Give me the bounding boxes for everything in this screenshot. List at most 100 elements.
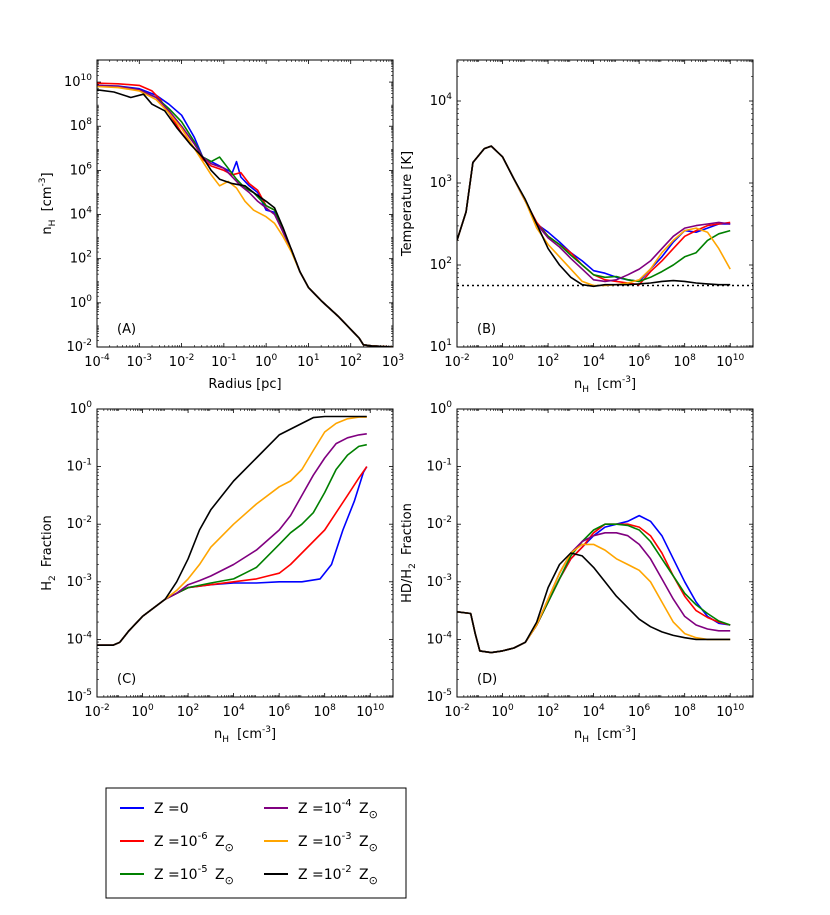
panel-label: (C)	[117, 672, 136, 687]
series-line	[97, 82, 393, 347]
y-tick-label: 10-3	[426, 573, 452, 590]
panel-c: 10-2 100 102 104 106 108 1010 10-5 10-4 10-3 10-2 1…	[40, 400, 394, 745]
x-axis-label: nH [cm-3]	[574, 725, 636, 745]
series-line	[457, 145, 731, 286]
y-tick-label: 100	[70, 294, 93, 311]
y-tick-label: 106	[70, 161, 93, 178]
x-tick-label: 106	[268, 703, 291, 720]
legend: Z =0 Z =10-6 Z⊙ Z =10-5 Z⊙ Z =10-4 Z⊙ Z =10-…	[105, 787, 407, 899]
series-group	[457, 145, 731, 288]
legend-label: Z =10-5 Z⊙	[154, 864, 234, 887]
x-tick-label: 102	[340, 353, 362, 370]
y-tick-label: 10-4	[66, 630, 92, 647]
x-tick-label: 102	[537, 703, 559, 720]
x-tick-label: 1010	[716, 703, 744, 720]
panel-label: (D)	[477, 672, 497, 687]
series-line	[97, 466, 368, 646]
x-tick-label: 10-2	[84, 703, 110, 720]
x-tick-label: 104	[582, 703, 605, 720]
legend-item: Z =10-6 Z⊙	[120, 831, 234, 854]
x-tick-label: 100	[491, 703, 514, 720]
series-line	[97, 415, 367, 646]
y-tick-label: 10-4	[426, 630, 452, 647]
series-line	[97, 85, 393, 347]
series-line	[457, 145, 731, 283]
x-tick-label: 10-4	[84, 353, 110, 370]
series-line	[457, 145, 731, 288]
legend-frame	[105, 787, 407, 899]
y-axis-label: nH [cm-3]	[38, 172, 58, 234]
x-tick-label: 10-3	[127, 353, 153, 370]
panel-d: 10-2 100 102 104 106 108 1010 10-5 10-4 10-3 10-2 1…	[400, 400, 754, 745]
y-tick-label: 10-2	[66, 338, 92, 355]
panel-label: (A)	[117, 322, 136, 337]
y-tick-label: 10-2	[66, 515, 92, 532]
legend-item: Z =10-4 Z⊙	[264, 798, 378, 821]
legend-item: Z =10-2 Z⊙	[264, 864, 378, 887]
legend-item: Z =0	[120, 801, 189, 817]
series-group	[97, 82, 393, 347]
x-tick-label: 10-1	[211, 353, 237, 370]
plot-frame	[96, 408, 394, 698]
series-line	[97, 416, 367, 646]
series-line	[97, 84, 393, 347]
y-tick-label: 103	[430, 174, 452, 191]
x-tick-label: 108	[674, 703, 697, 720]
series-line	[97, 433, 367, 646]
x-tick-label: 106	[628, 703, 651, 720]
y-tick-label: 101	[430, 338, 452, 355]
y-tick-label: 10-1	[66, 458, 92, 475]
x-axis-label: Radius [pc]	[208, 377, 281, 392]
x-tick-label: 106	[628, 353, 651, 370]
series-group	[97, 415, 368, 646]
y-tick-label: 10-5	[426, 688, 452, 705]
y-tick-label: 100	[430, 400, 453, 417]
x-axis-label: nH [cm-3]	[214, 725, 276, 745]
panel-a: 10-4 10-3 10-2 10-1 100 101 102 103 10-2 100 102 10…	[38, 59, 404, 392]
x-tick-label: 100	[131, 703, 154, 720]
plot-frame	[96, 59, 394, 348]
x-tick-label: 104	[582, 353, 605, 370]
x-tick-label: 108	[674, 353, 697, 370]
legend-label: Z =10-2 Z⊙	[298, 864, 378, 887]
y-tick-label: 102	[70, 250, 92, 267]
series-line	[457, 552, 731, 654]
x-tick-label: 10-2	[444, 703, 470, 720]
panel-b: 10-2 100 102 104 106 108 1010 101 102 103 104 (B) nH…	[400, 59, 754, 395]
x-tick-label: 10-2	[444, 353, 470, 370]
y-tick-label: 100	[70, 400, 93, 417]
x-tick-label: 108	[314, 703, 337, 720]
series-line	[457, 145, 731, 283]
x-axis-label: nH [cm-3]	[574, 375, 636, 395]
panel-label: (B)	[477, 322, 496, 337]
legend-label: Z =10-3 Z⊙	[298, 831, 378, 854]
y-tick-label: 104	[70, 206, 93, 223]
legend-item: Z =10-3 Z⊙	[264, 831, 378, 854]
y-tick-label: 104	[430, 92, 453, 109]
series-line	[457, 145, 731, 283]
y-tick-label: 108	[70, 117, 93, 134]
y-tick-label: 10-2	[426, 515, 452, 532]
y-axis-label: Temperature [K]	[400, 151, 415, 257]
x-tick-label: 100	[491, 353, 514, 370]
x-tick-label: 103	[382, 353, 404, 370]
series-line	[97, 84, 393, 347]
y-tick-label: 1010	[64, 73, 92, 90]
series-line	[97, 89, 393, 347]
y-axis-label: HD/H2 Fraction	[400, 503, 418, 603]
plot-frame	[456, 59, 754, 348]
x-tick-label: 102	[177, 703, 199, 720]
x-tick-label: 10-2	[169, 353, 195, 370]
y-tick-label: 10-5	[66, 688, 92, 705]
x-tick-label: 1010	[716, 353, 744, 370]
series-line	[97, 84, 393, 347]
legend-label: Z =0	[154, 801, 189, 817]
y-tick-label: 10-1	[426, 458, 452, 475]
y-tick-label: 10-3	[66, 573, 92, 590]
plot-frame	[456, 408, 754, 698]
y-tick-label: 102	[430, 256, 452, 273]
legend-item: Z =10-5 Z⊙	[120, 864, 234, 887]
series-line	[97, 466, 368, 646]
y-axis-label: H2 Fraction	[40, 515, 58, 591]
